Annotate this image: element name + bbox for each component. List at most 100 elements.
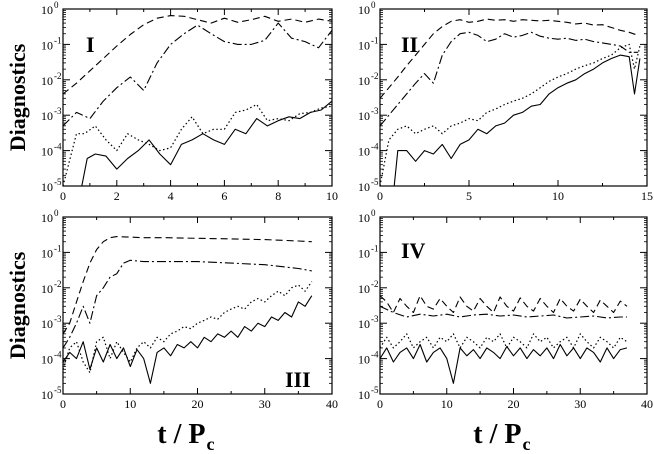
x-tick-label: 10 bbox=[441, 397, 453, 411]
series-dotted-line bbox=[380, 333, 628, 349]
y-tick-base: 10 bbox=[41, 74, 53, 88]
x-tick-label: 10 bbox=[552, 189, 564, 203]
series-solid-line bbox=[393, 54, 641, 186]
y-tick-exponent: -1 bbox=[54, 243, 62, 253]
x-tick-label: 0 bbox=[60, 397, 66, 411]
y-tick-base: 10 bbox=[358, 74, 370, 88]
series-dash-dot-line bbox=[63, 22, 332, 127]
x-tick-label: 30 bbox=[259, 397, 271, 411]
x-tick-label: 8 bbox=[275, 189, 281, 203]
y-tick-exponent: 0 bbox=[54, 208, 59, 218]
y-tick-base: 10 bbox=[41, 180, 53, 194]
y-tick-exponent: 0 bbox=[371, 208, 376, 218]
y-tick-base: 10 bbox=[358, 145, 370, 159]
y-tick-exponent: -5 bbox=[371, 177, 379, 187]
y-tick-exponent: -1 bbox=[371, 35, 379, 45]
x-tick-label: 6 bbox=[221, 189, 227, 203]
x-tick-label: 0 bbox=[60, 189, 66, 203]
y-tick-base: 10 bbox=[41, 211, 53, 225]
series-dashed-line bbox=[63, 236, 312, 335]
y-tick-base: 10 bbox=[41, 145, 53, 159]
y-tick-exponent: -3 bbox=[371, 314, 379, 324]
x-tick-label: 40 bbox=[326, 397, 338, 411]
x-tick-label: 10 bbox=[326, 189, 338, 203]
y-tick-exponent: -2 bbox=[371, 71, 379, 81]
y-tick-exponent: -4 bbox=[371, 142, 379, 152]
y-tick-exponent: -2 bbox=[54, 279, 62, 289]
y-tick-exponent: -4 bbox=[54, 350, 62, 360]
series-dash-dot-line bbox=[380, 305, 627, 319]
series-solid-line bbox=[81, 100, 332, 186]
series-dashed-line bbox=[380, 295, 628, 314]
y-tick-base: 10 bbox=[358, 211, 370, 225]
y-tick-base: 10 bbox=[358, 180, 370, 194]
series-dash-dot-line bbox=[380, 31, 639, 127]
x-tick-label: 30 bbox=[574, 397, 586, 411]
series-dotted-line bbox=[380, 43, 641, 186]
x-axis-label-main: t / P bbox=[157, 419, 205, 450]
x-axis-label-subscript: c bbox=[207, 434, 215, 454]
y-tick-base: 10 bbox=[358, 282, 370, 296]
x-tick-label: 20 bbox=[192, 397, 204, 411]
y-tick-base: 10 bbox=[358, 109, 370, 123]
y-tick-exponent: 0 bbox=[371, 0, 376, 10]
panel-label: I bbox=[86, 32, 95, 57]
y-tick-base: 10 bbox=[41, 317, 53, 331]
y-tick-base: 10 bbox=[41, 388, 53, 402]
y-tick-exponent: -3 bbox=[371, 106, 379, 116]
y-tick-base: 10 bbox=[358, 38, 370, 52]
panel-label: II bbox=[401, 32, 418, 57]
y-tick-base: 10 bbox=[358, 3, 370, 17]
x-tick-label: 4 bbox=[168, 189, 174, 203]
series-solid-line bbox=[63, 295, 313, 384]
y-tick-exponent: -4 bbox=[371, 350, 379, 360]
y-axis-label: Diagnostics bbox=[5, 43, 30, 151]
y-tick-exponent: -2 bbox=[54, 71, 62, 81]
x-tick-label: 20 bbox=[508, 397, 520, 411]
panel-label: III bbox=[285, 367, 311, 392]
x-tick-label: 0 bbox=[377, 397, 383, 411]
panel-label: IV bbox=[401, 238, 426, 263]
y-axis-label: Diagnostics bbox=[5, 251, 30, 359]
y-tick-base: 10 bbox=[358, 353, 370, 367]
x-tick-label: 0 bbox=[377, 189, 383, 203]
series-dotted-line bbox=[63, 281, 313, 374]
x-axis-label-subscript: c bbox=[523, 434, 531, 454]
x-tick-label: 40 bbox=[641, 397, 653, 411]
y-tick-exponent: -5 bbox=[371, 385, 379, 395]
y-tick-base: 10 bbox=[358, 317, 370, 331]
plot-frame bbox=[62, 8, 333, 187]
y-tick-base: 10 bbox=[358, 246, 370, 260]
series-dash-dot-line bbox=[63, 259, 312, 349]
y-tick-exponent: -3 bbox=[54, 106, 62, 116]
series-dashed-line bbox=[380, 18, 639, 99]
x-tick-label: 15 bbox=[641, 189, 653, 203]
y-tick-base: 10 bbox=[41, 3, 53, 17]
y-tick-exponent: -2 bbox=[371, 279, 379, 289]
y-tick-exponent: -3 bbox=[54, 314, 62, 324]
y-tick-base: 10 bbox=[41, 109, 53, 123]
x-tick-label: 10 bbox=[124, 397, 136, 411]
y-tick-exponent: -5 bbox=[54, 177, 62, 187]
y-tick-exponent: 0 bbox=[54, 0, 59, 10]
plot-frame bbox=[379, 8, 648, 187]
y-tick-base: 10 bbox=[41, 282, 53, 296]
x-tick-label: 2 bbox=[114, 189, 120, 203]
y-tick-exponent: -4 bbox=[54, 142, 62, 152]
y-tick-base: 10 bbox=[41, 38, 53, 52]
y-tick-base: 10 bbox=[41, 246, 53, 260]
y-tick-base: 10 bbox=[358, 388, 370, 402]
series-solid-line bbox=[380, 343, 628, 384]
series-dashed-line bbox=[63, 15, 332, 95]
y-tick-base: 10 bbox=[41, 353, 53, 367]
y-tick-exponent: -5 bbox=[54, 385, 62, 395]
y-tick-exponent: -1 bbox=[371, 243, 379, 253]
x-tick-label: 5 bbox=[466, 189, 472, 203]
